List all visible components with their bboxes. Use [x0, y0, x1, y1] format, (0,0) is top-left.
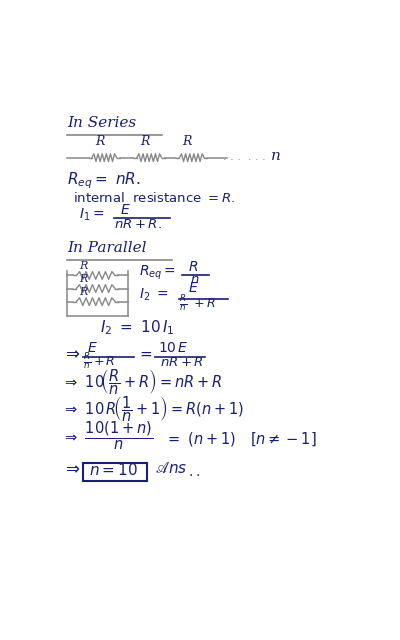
Text: R: R	[80, 287, 88, 298]
Text: $E$: $E$	[188, 282, 199, 296]
Text: R: R	[80, 275, 88, 284]
Text: R: R	[95, 134, 104, 148]
Text: $[n\neq -1]$: $[n\neq -1]$	[250, 430, 317, 447]
Text: $R_{eq}=\ nR.$: $R_{eq}=\ nR.$	[67, 171, 141, 191]
Text: $\Rightarrow$: $\Rightarrow$	[62, 460, 80, 477]
Text: internal  resistance $= R.$: internal resistance $= R.$	[73, 191, 236, 205]
Text: $nR+R.$: $nR+R.$	[114, 218, 161, 230]
Text: $..$: $..$	[188, 465, 200, 479]
Text: $R_{eq}=$: $R_{eq}=$	[139, 264, 176, 282]
Text: $=$: $=$	[137, 346, 153, 361]
Text: $I_2\ =\ 10\,I_1$: $I_2\ =\ 10\,I_1$	[100, 319, 175, 337]
Text: $E$: $E$	[87, 340, 98, 355]
Text: $\Rightarrow\ 10\!\left(\dfrac{R}{n}+R\right) = nR+R$: $\Rightarrow\ 10\!\left(\dfrac{R}{n}+R\r…	[62, 368, 222, 397]
Text: $\Rightarrow$: $\Rightarrow$	[62, 344, 80, 362]
Text: $\mathscr{A}ns$: $\mathscr{A}ns$	[155, 461, 187, 476]
Text: . . .  . . .: . . . . . .	[223, 152, 266, 162]
Text: $=\ (n+1)$: $=\ (n+1)$	[165, 430, 236, 448]
Text: R: R	[80, 261, 88, 271]
Text: $\frac{R}{n}+R$: $\frac{R}{n}+R$	[82, 352, 115, 372]
Text: $\Rightarrow\ \dfrac{10(1+n)}{n}$: $\Rightarrow\ \dfrac{10(1+n)}{n}$	[62, 420, 153, 452]
Text: $R$: $R$	[188, 260, 198, 274]
Text: $I_2\ =$: $I_2\ =$	[139, 287, 169, 303]
Text: In Parallel: In Parallel	[67, 241, 146, 255]
Text: $E$: $E$	[120, 203, 130, 217]
Text: In Series: In Series	[67, 116, 136, 130]
Text: $\frac{R}{n}\ +R$: $\frac{R}{n}\ +R$	[179, 293, 215, 314]
Text: $n$: $n$	[190, 273, 199, 286]
Text: R: R	[182, 134, 192, 148]
Text: $I_1 =$: $I_1 =$	[80, 207, 105, 223]
Text: $10\,E$: $10\,E$	[158, 340, 189, 355]
Text: $nR+R$: $nR+R$	[160, 356, 204, 369]
Text: R: R	[140, 134, 149, 148]
Text: $n=10$: $n=10$	[89, 462, 138, 478]
Text: n: n	[271, 149, 281, 163]
Text: $\Rightarrow\ 10\,R\!\left(\dfrac{1}{n}+1\right) = R(n+1)$: $\Rightarrow\ 10\,R\!\left(\dfrac{1}{n}+…	[62, 395, 244, 424]
